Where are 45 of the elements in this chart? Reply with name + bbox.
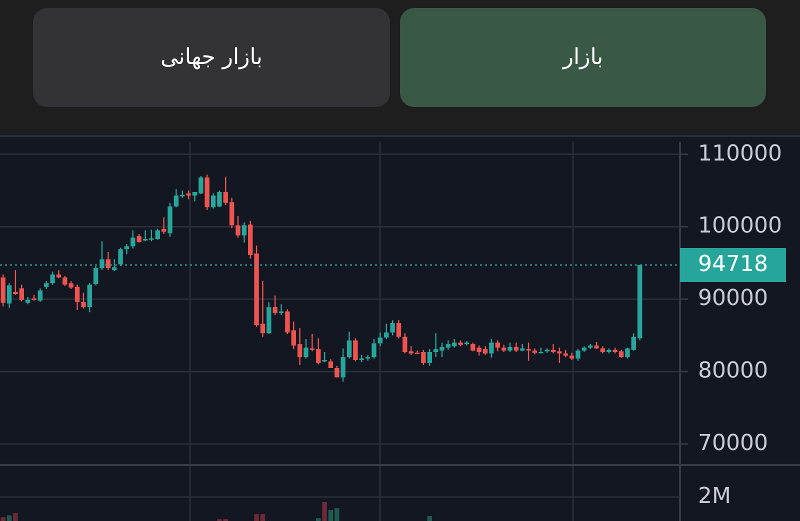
candlestick	[304, 338, 308, 360]
text: 2M	[698, 484, 731, 510]
bar	[322, 502, 327, 521]
bar	[316, 518, 321, 521]
bar	[6, 515, 12, 521]
candlestick	[161, 216, 166, 235]
candlestick	[372, 338, 376, 360]
candlestick	[340, 348, 346, 382]
candlestick	[384, 323, 389, 340]
candlestick	[322, 351, 327, 363]
text: بازار	[562, 45, 604, 70]
candlestick	[396, 320, 402, 339]
candlestick	[130, 230, 136, 250]
y-tick-label: 110000	[698, 141, 782, 166]
y-tick-label: 80000	[698, 358, 768, 384]
candlestick	[508, 342, 512, 353]
candlestick	[81, 292, 86, 310]
text: بازار جهانی	[160, 45, 263, 70]
y-tick-label: 100000	[698, 214, 782, 239]
candlestick	[334, 365, 340, 378]
bar	[13, 513, 18, 521]
candlestick	[390, 320, 395, 336]
ref-line-label: 94718	[698, 252, 768, 277]
candlestick	[353, 338, 358, 362]
candlestick	[278, 304, 284, 316]
candlestick	[489, 338, 494, 358]
candlestick	[236, 215, 240, 238]
candlestick	[427, 348, 432, 366]
candlestick	[495, 340, 500, 352]
candlestick	[526, 342, 531, 362]
candlestick	[6, 282, 12, 308]
candlestick	[378, 332, 383, 347]
candlestick	[50, 271, 55, 286]
candlestick	[87, 282, 92, 313]
candlestick	[272, 294, 278, 316]
y-tick-label: 90000	[698, 286, 768, 312]
candlestick	[242, 222, 247, 244]
candlestick	[346, 331, 352, 360]
candlestick	[38, 288, 43, 303]
bar	[0, 517, 6, 521]
candlestick	[106, 251, 111, 271]
bar	[427, 516, 432, 521]
candlestick	[576, 348, 580, 362]
y-tick-label: 70000	[698, 431, 768, 456]
candlestick	[514, 342, 519, 353]
